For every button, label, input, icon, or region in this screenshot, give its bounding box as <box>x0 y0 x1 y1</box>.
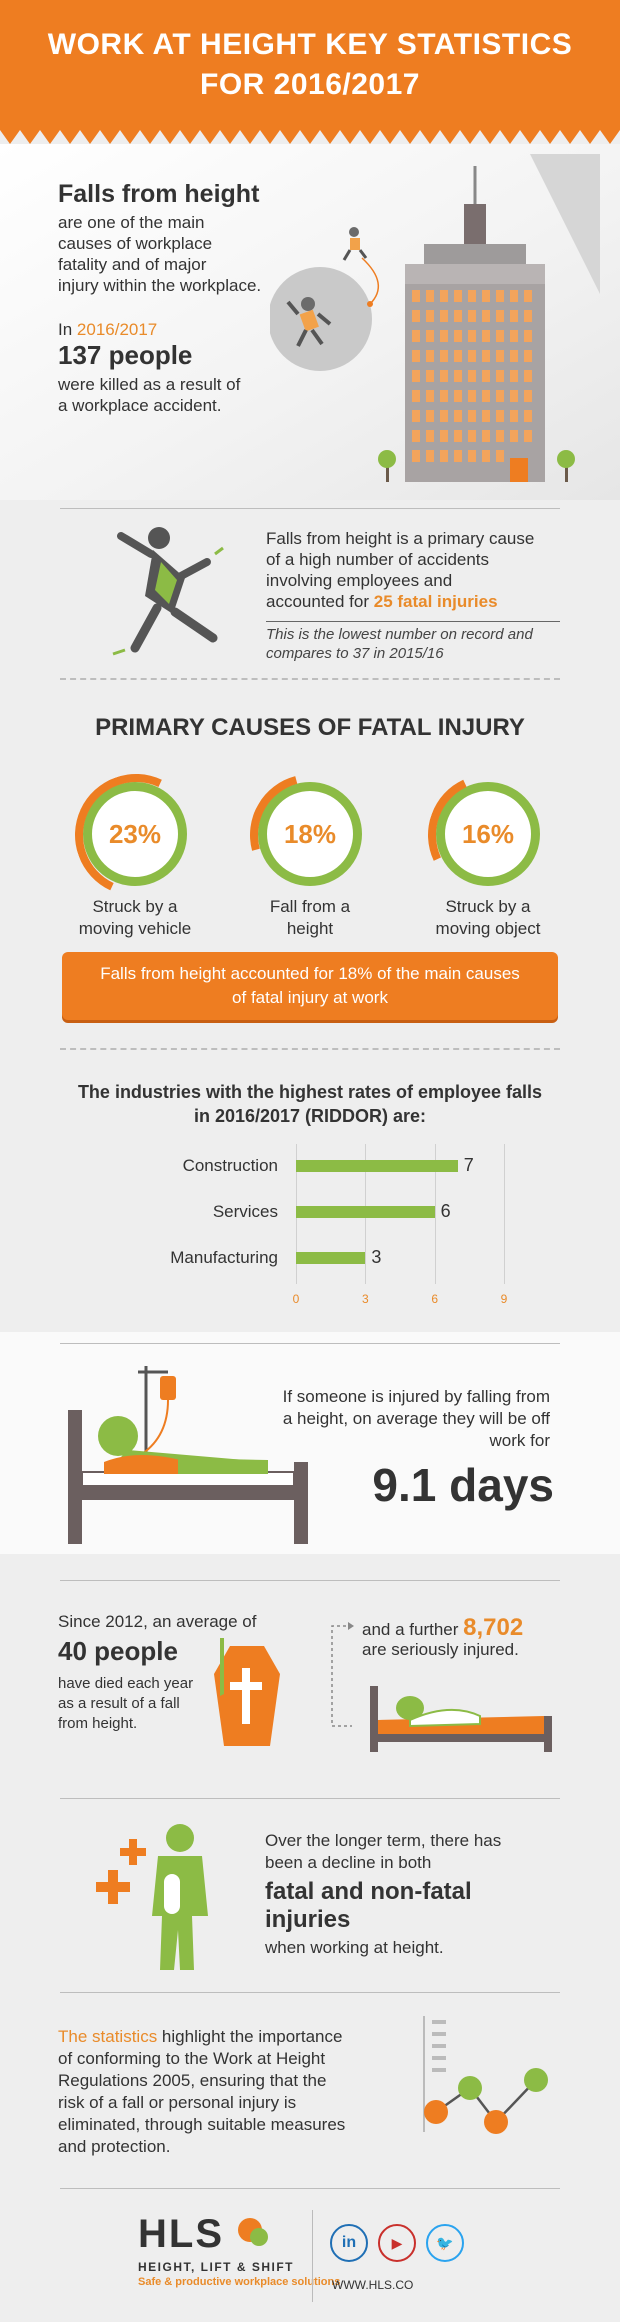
decline-text: Over the longer term, there has been a d… <box>265 1831 502 1872</box>
company-tagline: Safe & productive workplace solutions <box>138 2276 341 2288</box>
falling-worker-icon <box>286 297 332 347</box>
primary-cause-text: Falls from height is a primary cause of … <box>266 529 535 611</box>
building-door <box>510 458 528 482</box>
since-2012-text: Since 2012, an average of <box>58 1612 257 1631</box>
chart-category-label: Manufacturing <box>170 1248 278 1267</box>
falls-headline: Falls from height <box>58 180 260 208</box>
tree-icon-right <box>557 450 575 482</box>
cause-label-vehicle: Struck by a moving vehicle <box>78 897 192 938</box>
chart-title: The industries with the highest rates of… <box>77 1082 543 1126</box>
hospital-bed-small-icon <box>370 1686 552 1752</box>
decline-graph-icon <box>423 2016 548 2134</box>
twitter-icon[interactable]: 🐦 <box>426 2224 464 2262</box>
chart-gridline <box>434 1144 436 1284</box>
days-off-value: 9.1 days <box>372 1459 554 1511</box>
website-link[interactable]: WWW.HLS.CO <box>332 2278 414 2292</box>
people-died-count: 40 people <box>58 1636 178 1666</box>
page-title-line1: WORK AT HEIGHT KEY STATISTICS <box>47 28 573 61</box>
cause-ring-height: 18% <box>227 751 395 919</box>
tree-icon-left <box>378 450 396 482</box>
chart-bar <box>296 1206 435 1218</box>
chart-tick-label: 6 <box>431 1292 438 1306</box>
fatal-injuries-count: 25 fatal injuries <box>373 592 498 611</box>
hospital-bed-icon <box>68 1366 308 1544</box>
falls-body: are one of the main causes of workplace … <box>58 213 262 295</box>
company-name: HEIGHT, LIFT & SHIFT <box>138 2260 294 2274</box>
chart-tick-label: 3 <box>361 1292 369 1306</box>
importance-text: The statistics highlight the importance … <box>58 2027 346 2156</box>
linkedin-icon[interactable]: in <box>330 2224 368 2262</box>
seriously-injured-text: are seriously injured. <box>362 1640 519 1659</box>
hls-logo: HLS <box>138 2212 224 2256</box>
cause-ring-object: 16% <box>410 756 568 914</box>
zigzag-divider <box>0 130 620 144</box>
dotted-connector <box>331 1622 354 1727</box>
falls-killed-text: were killed as a result of a workplace a… <box>58 375 241 415</box>
chart-value-label: 6 <box>440 1201 451 1221</box>
chart-bar <box>296 1160 458 1172</box>
people-killed-count: 137 people <box>58 340 193 370</box>
died-each-year-text: have died each year as a result of a fal… <box>58 1675 194 1732</box>
footer-separator <box>312 2210 313 2302</box>
divider <box>60 1992 560 1993</box>
divider <box>60 1798 560 1799</box>
decline-highlight: fatal and non-fatal injuries <box>265 1878 472 1933</box>
divider <box>60 1580 560 1581</box>
causes-title: PRIMARY CAUSES OF FATAL INJURY <box>95 714 525 741</box>
industries-bar-chart: 0 3 6 9 Construction 7 Services 6 Manufacturing 3 <box>0 1140 620 1320</box>
decline-tail: when working at height. <box>265 1938 444 1957</box>
chart-bar <box>296 1252 366 1264</box>
divider <box>60 1343 560 1344</box>
divider <box>60 2188 560 2189</box>
further-injured-line: and a further 8,702 <box>362 1614 524 1641</box>
cause-label-height: Fall from a height <box>269 897 351 938</box>
chart-gridline <box>504 1144 505 1284</box>
dashed-divider <box>60 1048 560 1050</box>
page-title-line2: FOR 2016/2017 <box>200 68 420 101</box>
falling-worker-large-icon <box>112 527 224 656</box>
falling-worker-small-icon <box>342 227 368 261</box>
falls-section: Falls from height are one of the main ca… <box>0 144 620 500</box>
days-off-text: If someone is injured by falling from a … <box>282 1387 550 1450</box>
seriously-injured-count: 8,702 <box>463 1614 524 1641</box>
note-rule <box>266 621 560 622</box>
chart-value-label: 7 <box>463 1155 474 1175</box>
skyscraper-illustration <box>270 154 600 482</box>
chart-value-label: 3 <box>371 1247 382 1267</box>
divider <box>60 508 560 509</box>
logo-mark-icon-2 <box>250 2228 268 2246</box>
injured-worker-icon <box>96 1824 208 1970</box>
cause-ring-vehicle: 23% <box>57 756 215 914</box>
chart-category-label: Construction <box>182 1156 278 1175</box>
youtube-icon[interactable]: ▶ <box>378 2224 416 2262</box>
dashed-divider <box>60 678 560 680</box>
chart-tick-label: 9 <box>500 1292 508 1306</box>
lowest-record-note: This is the lowest number on record and … <box>266 626 533 662</box>
cause-label-object: Struck by a moving object <box>435 897 541 938</box>
chart-category-label: Services <box>212 1202 278 1221</box>
chart-tick-label: 0 <box>292 1292 300 1306</box>
header-banner: WORK AT HEIGHT KEY STATISTICS FOR 2016/2… <box>0 0 620 130</box>
falls-year-line: In 2016/2017 <box>58 320 158 339</box>
causes-banner: Falls from height accounted for 18% of t… <box>62 952 558 1020</box>
coffin-icon <box>214 1638 280 1746</box>
